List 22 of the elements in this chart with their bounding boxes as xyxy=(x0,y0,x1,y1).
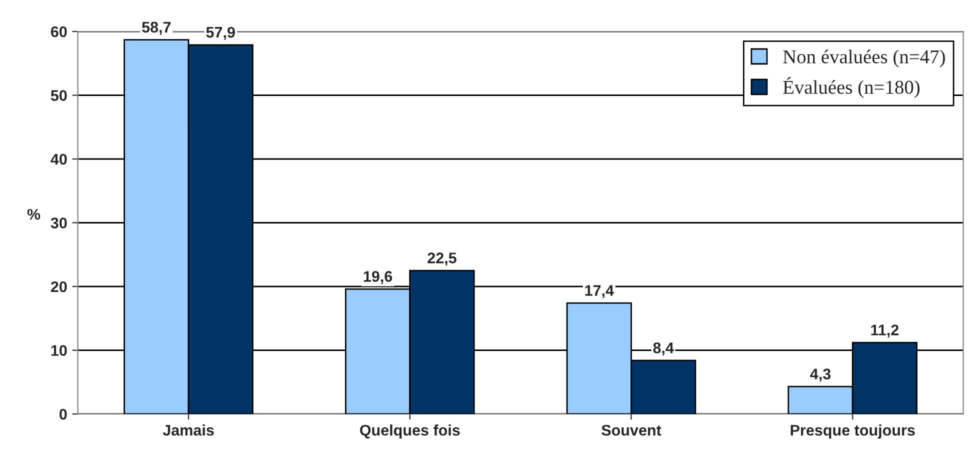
y-tick-label: 30 xyxy=(50,218,67,228)
data-label: 4,3 xyxy=(810,368,831,382)
data-label: 17,4 xyxy=(585,285,614,298)
y-tick-label: 50 xyxy=(50,90,67,101)
x-tick-label: Presque toujours xyxy=(790,424,915,439)
y-tick-label: 0 xyxy=(60,408,67,420)
x-tick-label: Jamais xyxy=(162,424,214,436)
data-label: 8,4 xyxy=(653,342,674,356)
data-label: 19,6 xyxy=(364,271,392,284)
data-label: 22,5 xyxy=(428,252,456,266)
y-tick-label: 10 xyxy=(51,345,67,356)
x-tick-label: Souvent xyxy=(602,424,662,436)
data-label: 58,7 xyxy=(142,22,171,35)
legend-label: Non évaluées (n=47) xyxy=(783,50,945,68)
y-axis-title: % xyxy=(27,208,40,220)
y-tick-label: 60 xyxy=(50,26,67,38)
data-label: 11,2 xyxy=(871,324,899,338)
x-tick-label: Quelques fois xyxy=(360,424,460,439)
data-label: 57,9 xyxy=(206,26,235,40)
y-tick-label: 40 xyxy=(50,154,67,165)
y-tick-label: 20 xyxy=(50,281,67,292)
legend-label: Évaluées (n=180) xyxy=(783,77,920,98)
